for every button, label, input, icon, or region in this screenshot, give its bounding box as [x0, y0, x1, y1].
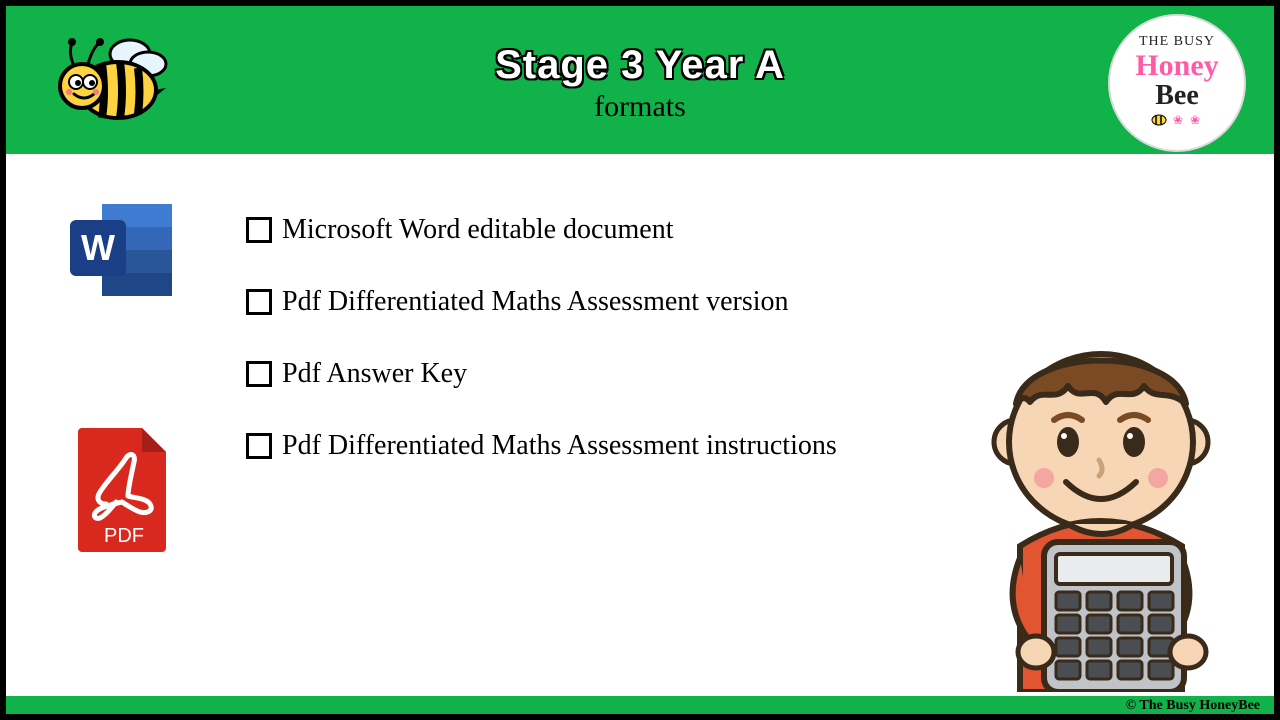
logo-line-2: Honey	[1135, 50, 1218, 82]
list-item-label: Pdf Answer Key	[282, 358, 467, 390]
slide-frame: Stage 3 Year A formats	[0, 0, 1280, 720]
checkbox-icon	[246, 433, 272, 459]
bee-icon	[52, 32, 172, 132]
boy-with-calculator-illustration	[956, 332, 1246, 692]
list-item: Pdf Differentiated Maths Assessment vers…	[246, 286, 1234, 318]
logo-line-3: Bee	[1155, 81, 1199, 110]
list-item: Microsoft Word editable document	[246, 214, 1234, 246]
copyright-text: © The Busy HoneyBee	[1126, 698, 1260, 714]
logo-decor: ❀ ❀	[1147, 112, 1207, 131]
page-subtitle: formats	[594, 90, 686, 124]
list-item-label: Pdf Differentiated Maths Assessment inst…	[282, 430, 837, 462]
svg-text:❀ ❀: ❀ ❀	[1173, 113, 1202, 127]
list-item-label: Microsoft Word editable document	[282, 214, 673, 246]
header-bar: Stage 3 Year A formats	[6, 6, 1274, 154]
page-title: Stage 3 Year A	[495, 43, 785, 88]
list-item-label: Pdf Differentiated Maths Assessment vers…	[282, 286, 789, 318]
checkbox-icon	[246, 361, 272, 387]
checkbox-icon	[246, 217, 272, 243]
checkbox-icon	[246, 289, 272, 315]
brand-logo: THE BUSY Honey Bee ❀ ❀	[1108, 14, 1246, 152]
footer-bar: © The Busy HoneyBee	[6, 696, 1274, 714]
logo-line-1: THE BUSY	[1139, 35, 1215, 50]
